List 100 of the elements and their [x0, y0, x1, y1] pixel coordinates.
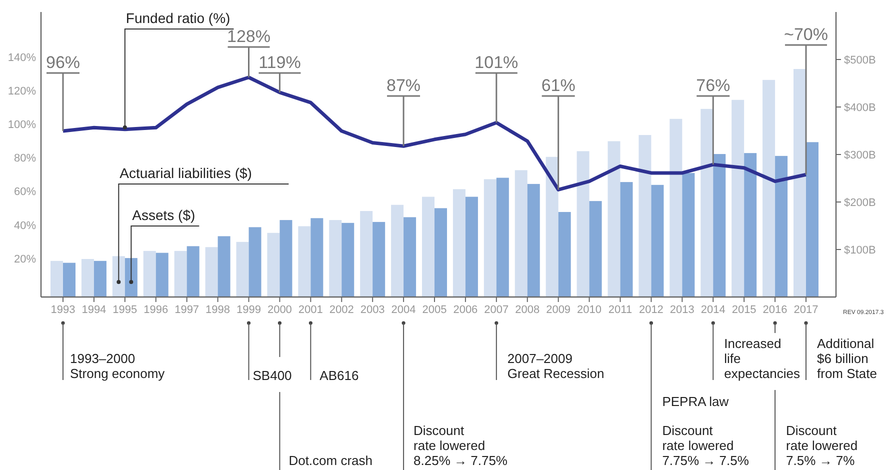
annotation: 101%: [474, 53, 518, 72]
bar: [546, 156, 558, 297]
bar: [558, 212, 571, 297]
bar: [112, 256, 125, 297]
bar: [248, 227, 262, 297]
text: AB616: [320, 368, 359, 383]
bar: [514, 170, 528, 297]
x-tick-label: 1998: [206, 304, 230, 316]
bar: [143, 250, 156, 297]
y2-tick-label: $100B: [844, 244, 876, 256]
bar: [391, 204, 404, 297]
bar: [775, 156, 788, 297]
bar: [267, 232, 280, 297]
x-tick-label: 2000: [267, 304, 292, 316]
x-tick-label: 2001: [298, 304, 323, 316]
line-series: [61, 76, 808, 192]
annotation: 87%: [386, 76, 421, 95]
bar: [527, 184, 540, 297]
bar: [794, 69, 806, 297]
bar: [81, 259, 94, 297]
y2-tick-label: $300B: [844, 149, 876, 162]
text: Additional $6 billion from State: [817, 336, 877, 381]
x-tick-label: 2004: [391, 304, 416, 316]
bar: [174, 250, 187, 297]
annotation: ~70%: [784, 25, 828, 44]
bar: [205, 247, 218, 297]
y2-tick-label: $400B: [844, 102, 876, 114]
y-tick-label: 60%: [14, 186, 36, 198]
bar: [762, 80, 776, 297]
x-tick-label: 2006: [453, 304, 478, 316]
bar: [218, 236, 230, 297]
annotation: 76%: [696, 76, 730, 95]
bar: [651, 184, 664, 297]
y-tick-label: 140%: [8, 52, 36, 64]
text: SB400: [252, 368, 292, 383]
series-label: Assets ($): [132, 207, 196, 223]
bar: [94, 260, 106, 297]
bar: [310, 218, 324, 297]
y2-tick-label: $500B: [844, 54, 876, 66]
x-tick-label: 2007: [484, 304, 509, 316]
bar: [744, 153, 757, 297]
x-tick-label: 2015: [732, 304, 756, 316]
y-tick-label: 100%: [8, 119, 36, 132]
x-tick-label: 2008: [515, 304, 540, 316]
x-tick-label: 2014: [700, 304, 726, 316]
bar: [465, 196, 478, 297]
bar: [280, 220, 292, 297]
text: Funded ratio (%): [126, 10, 230, 26]
bar: [576, 151, 590, 297]
bar: [156, 252, 168, 297]
bar: [236, 242, 249, 297]
y-tick-label: 120%: [8, 86, 36, 98]
x-tick-label: 2013: [670, 304, 694, 316]
text: 1993–2000 Strong economy: [70, 351, 166, 381]
text: PEPRA law: [662, 394, 730, 409]
y-tick-label: 80%: [14, 152, 36, 165]
text: 2007–2009 Great Recession: [507, 351, 604, 381]
bar: [638, 135, 652, 297]
text: Discount rate lowered 8.25% → 7.75%: [414, 423, 508, 468]
bar: [360, 211, 373, 297]
x-tick-label: 1995: [112, 304, 138, 316]
text: Dot.com crash: [288, 453, 373, 468]
bar: [670, 118, 682, 297]
text: Discount rate lowered 7.5% → 7%: [786, 423, 858, 468]
bar: [700, 108, 714, 297]
text: Actuarial liabilities ($): [120, 165, 252, 181]
bar: [186, 246, 200, 297]
bar: [63, 262, 76, 297]
x-tick-label: 2002: [329, 304, 354, 316]
x-tick-label: 2016: [762, 304, 788, 316]
bar: [298, 226, 311, 297]
x-tick-label: 2012: [638, 304, 664, 316]
bar: [732, 100, 744, 297]
bar: [452, 189, 466, 297]
text: Increased life expectancies: [724, 336, 801, 381]
x-tick-label: 2005: [422, 304, 447, 316]
bar: [422, 196, 434, 297]
bar: [50, 260, 63, 297]
annotation: 119%: [258, 53, 301, 72]
x-tick-label: 2017: [794, 304, 818, 316]
y-tick-label: 40%: [14, 220, 36, 232]
y-tick-label: 20%: [14, 253, 36, 266]
bar: [608, 141, 620, 297]
bar: [329, 220, 342, 297]
bar: [589, 201, 602, 297]
y2-tick-label: $200B: [844, 196, 876, 209]
annotation: 128%: [227, 27, 270, 46]
x-tick-label: 1999: [236, 304, 261, 316]
bar: [404, 217, 416, 297]
x-tick-label: 2003: [360, 304, 385, 316]
bar: [620, 182, 633, 297]
bar: [713, 154, 726, 297]
x-tick-label: 1997: [174, 304, 200, 316]
bar: [434, 208, 447, 297]
x-tick-label: 2011: [608, 304, 632, 316]
x-tick-label: 1993: [50, 304, 76, 316]
annotation: 61%: [541, 76, 576, 95]
x-tick-label: 2010: [577, 304, 602, 316]
bar: [342, 222, 354, 297]
bar: [806, 142, 818, 297]
